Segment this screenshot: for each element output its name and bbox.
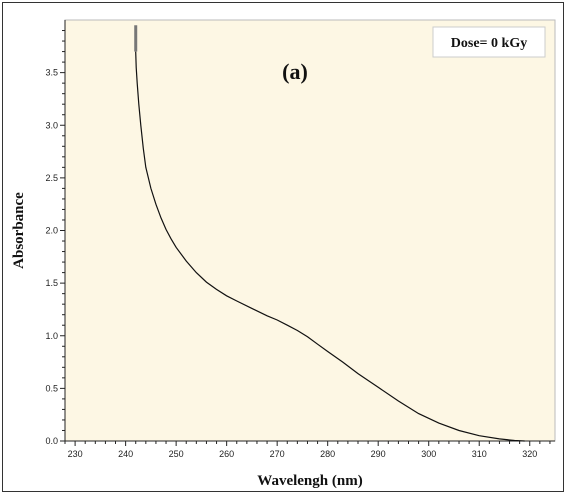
y-tick-label: 0.0	[45, 436, 58, 446]
chart-title: (a)	[282, 59, 308, 84]
x-tick-label: 230	[68, 449, 83, 459]
y-axis-label: Absorbance	[11, 192, 27, 269]
y-tick-label: 2.0	[45, 226, 58, 236]
dose-annotation: Dose= 0 kGy	[451, 36, 527, 51]
y-tick-label: 0.5	[45, 383, 58, 393]
x-tick-label: 260	[219, 449, 234, 459]
x-tick-label: 290	[371, 449, 386, 459]
x-tick-label: 320	[522, 449, 537, 459]
y-tick-label: 3.5	[45, 68, 58, 78]
dose-annotation-box	[432, 26, 546, 58]
y-axis: 0.0 0.5 1.0 1.5 2.0 2.5 3.0 3.5	[45, 30, 65, 446]
chart-frame: 230 240 250 260 270 280 290 300 310 320 0.0 0.5 1.0…	[2, 2, 564, 492]
x-tick-label: 280	[320, 449, 335, 459]
chart-svg: 230 240 250 260 270 280 290 300 310 320 0.0 0.5 1.0…	[11, 19, 556, 489]
x-axis: 230 240 250 260 270 280 290 300 310 320	[64, 441, 551, 459]
y-tick-label: 1.5	[45, 278, 58, 288]
x-tick-label: 270	[270, 449, 285, 459]
x-tick-label: 240	[118, 449, 133, 459]
y-tick-label: 2.5	[45, 173, 58, 183]
y-tick-label: 3.0	[45, 120, 58, 130]
y-tick-label: 1.0	[45, 331, 58, 341]
plot-area	[64, 19, 556, 442]
x-tick-label: 310	[472, 449, 487, 459]
absorbance-series-line	[135, 51, 525, 442]
x-tick-label: 250	[169, 449, 184, 459]
x-axis-label: Wavelengh (nm)	[257, 473, 362, 489]
x-tick-label: 300	[421, 449, 436, 459]
